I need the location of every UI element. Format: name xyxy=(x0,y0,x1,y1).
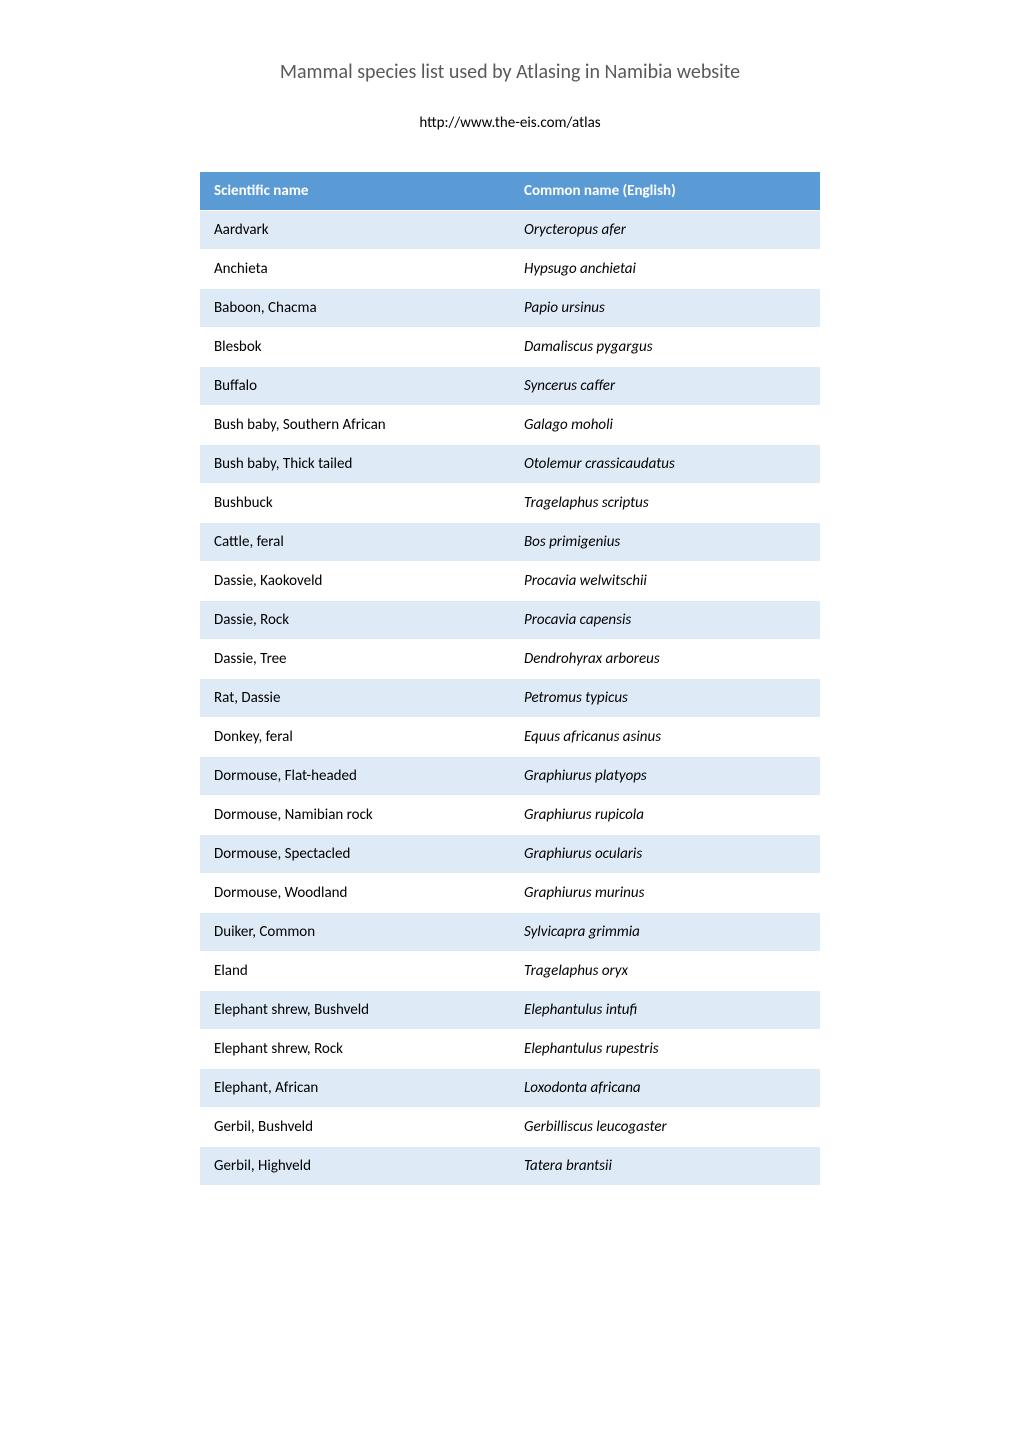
cell-scientific: Gerbil, Highveld xyxy=(200,1147,510,1186)
table-row: Dormouse, WoodlandGraphiurus murinus xyxy=(200,874,820,913)
cell-scientific: Elephant shrew, Rock xyxy=(200,1030,510,1069)
cell-common: Bos primigenius xyxy=(510,523,820,562)
table-row: Baboon, ChacmaPapio ursinus xyxy=(200,289,820,328)
table-row: Gerbil, HighveldTatera brantsii xyxy=(200,1147,820,1186)
table-row: Gerbil, BushveldGerbilliscus leucogaster xyxy=(200,1108,820,1147)
cell-common: Tatera brantsii xyxy=(510,1147,820,1186)
cell-common: Papio ursinus xyxy=(510,289,820,328)
table-row: BlesbokDamaliscus pygargus xyxy=(200,328,820,367)
table-row: Donkey, feralEquus africanus asinus xyxy=(200,718,820,757)
cell-scientific: Dormouse, Woodland xyxy=(200,874,510,913)
table-row: Elephant shrew, BushveldElephantulus int… xyxy=(200,991,820,1030)
cell-common: Damaliscus pygargus xyxy=(510,328,820,367)
cell-scientific: Dormouse, Flat-headed xyxy=(200,757,510,796)
cell-scientific: Baboon, Chacma xyxy=(200,289,510,328)
cell-scientific: Dassie, Tree xyxy=(200,640,510,679)
cell-common: Procavia capensis xyxy=(510,601,820,640)
cell-common: Graphiurus rupicola xyxy=(510,796,820,835)
column-header-common: Common name (English) xyxy=(510,172,820,211)
table-row: Dassie, TreeDendrohyrax arboreus xyxy=(200,640,820,679)
cell-scientific: Blesbok xyxy=(200,328,510,367)
table-row: BushbuckTragelaphus scriptus xyxy=(200,484,820,523)
table-row: Duiker, CommonSylvicapra grimmia xyxy=(200,913,820,952)
cell-common: Galago moholi xyxy=(510,406,820,445)
cell-common: Loxodonta africana xyxy=(510,1069,820,1108)
cell-scientific: Eland xyxy=(200,952,510,991)
cell-common: Gerbilliscus leucogaster xyxy=(510,1108,820,1147)
page-title: Mammal species list used by Atlasing in … xyxy=(80,60,940,84)
table-body: AardvarkOrycteropus afer AnchietaHypsugo… xyxy=(200,211,820,1186)
cell-common: Petromus typicus xyxy=(510,679,820,718)
cell-common: Graphiurus murinus xyxy=(510,874,820,913)
table-row: Dormouse, Namibian rockGraphiurus rupico… xyxy=(200,796,820,835)
table-row: BuffaloSyncerus caffer xyxy=(200,367,820,406)
cell-scientific: Anchieta xyxy=(200,250,510,289)
cell-scientific: Bush baby, Southern African xyxy=(200,406,510,445)
species-table: Scientific name Common name (English) Aa… xyxy=(200,172,820,1186)
cell-scientific: Dormouse, Spectacled xyxy=(200,835,510,874)
table-row: Dassie, RockProcavia capensis xyxy=(200,601,820,640)
cell-common: Orycteropus afer xyxy=(510,211,820,250)
cell-common: Procavia welwitschii xyxy=(510,562,820,601)
cell-common: Graphiurus ocularis xyxy=(510,835,820,874)
table-row: Dormouse, Flat-headedGraphiurus platyops xyxy=(200,757,820,796)
cell-common: Elephantulus rupestris xyxy=(510,1030,820,1069)
cell-scientific: Buffalo xyxy=(200,367,510,406)
table-row: Elephant shrew, RockElephantulus rupestr… xyxy=(200,1030,820,1069)
table-row: Dormouse, SpectacledGraphiurus ocularis xyxy=(200,835,820,874)
cell-scientific: Donkey, feral xyxy=(200,718,510,757)
cell-common: Dendrohyrax arboreus xyxy=(510,640,820,679)
table-row: AardvarkOrycteropus afer xyxy=(200,211,820,250)
table-row: Dassie, KaokoveldProcavia welwitschii xyxy=(200,562,820,601)
cell-common: Graphiurus platyops xyxy=(510,757,820,796)
cell-scientific: Dassie, Rock xyxy=(200,601,510,640)
cell-scientific: Cattle, feral xyxy=(200,523,510,562)
table-row: Bush baby, Southern AfricanGalago moholi xyxy=(200,406,820,445)
cell-scientific: Aardvark xyxy=(200,211,510,250)
cell-scientific: Elephant shrew, Bushveld xyxy=(200,991,510,1030)
cell-common: Equus africanus asinus xyxy=(510,718,820,757)
cell-scientific: Bushbuck xyxy=(200,484,510,523)
cell-scientific: Gerbil, Bushveld xyxy=(200,1108,510,1147)
cell-common: Tragelaphus oryx xyxy=(510,952,820,991)
cell-common: Tragelaphus scriptus xyxy=(510,484,820,523)
table-row: Cattle, feralBos primigenius xyxy=(200,523,820,562)
cell-scientific: Dassie, Kaokoveld xyxy=(200,562,510,601)
column-header-scientific: Scientific name xyxy=(200,172,510,211)
cell-scientific: Dormouse, Namibian rock xyxy=(200,796,510,835)
cell-common: Hypsugo anchietai xyxy=(510,250,820,289)
cell-scientific: Rat, Dassie xyxy=(200,679,510,718)
cell-common: Otolemur crassicaudatus xyxy=(510,445,820,484)
cell-scientific: Duiker, Common xyxy=(200,913,510,952)
cell-common: Syncerus caffer xyxy=(510,367,820,406)
table-row: AnchietaHypsugo anchietai xyxy=(200,250,820,289)
cell-scientific: Bush baby, Thick tailed xyxy=(200,445,510,484)
table-row: Bush baby, Thick tailedOtolemur crassica… xyxy=(200,445,820,484)
cell-common: Sylvicapra grimmia xyxy=(510,913,820,952)
table-row: Elephant, AfricanLoxodonta africana xyxy=(200,1069,820,1108)
cell-common: Elephantulus intufi xyxy=(510,991,820,1030)
table-row: Rat, DassiePetromus typicus xyxy=(200,679,820,718)
page-subtitle: http://www.the-eis.com/atlas xyxy=(80,114,940,132)
cell-scientific: Elephant, African xyxy=(200,1069,510,1108)
table-row: ElandTragelaphus oryx xyxy=(200,952,820,991)
